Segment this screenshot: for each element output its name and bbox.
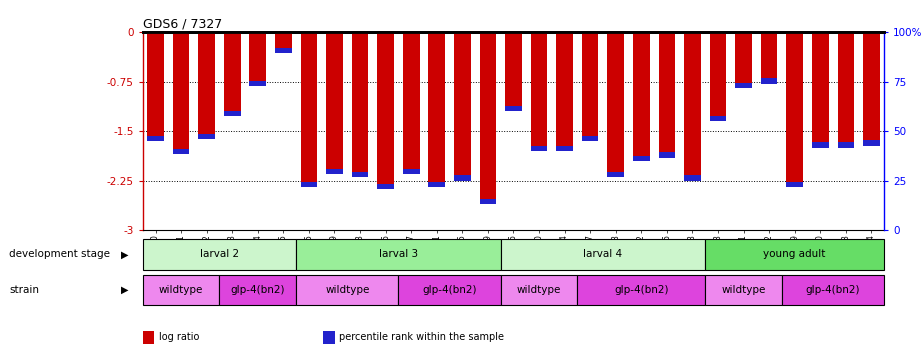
Bar [608, 172, 624, 177]
Bar [300, 182, 317, 187]
Text: young adult: young adult [764, 249, 826, 260]
Bar [147, 136, 164, 141]
Text: larval 3: larval 3 [379, 249, 418, 260]
Bar [863, 140, 880, 146]
Bar [608, 32, 624, 177]
Bar [198, 32, 215, 139]
Text: wildtype: wildtype [721, 285, 765, 295]
Bar [323, 331, 335, 344]
Bar [378, 32, 394, 189]
Bar [143, 331, 155, 344]
Text: glp-4(bn2): glp-4(bn2) [806, 285, 860, 295]
Bar [143, 275, 219, 305]
Bar [556, 146, 573, 151]
Bar [761, 79, 777, 84]
Bar [633, 156, 649, 161]
Bar [402, 32, 419, 174]
Bar [250, 81, 266, 86]
Bar [684, 32, 701, 181]
Bar [275, 48, 292, 53]
Bar [735, 83, 752, 88]
Bar [505, 106, 522, 111]
Bar [402, 169, 419, 174]
Bar [837, 32, 854, 148]
Bar [501, 239, 705, 270]
Bar [173, 32, 190, 154]
Text: development stage: development stage [9, 249, 111, 260]
Bar [173, 149, 190, 154]
Bar [297, 239, 501, 270]
Bar [812, 142, 829, 148]
Text: ▶: ▶ [121, 249, 128, 260]
Bar [659, 152, 675, 158]
Bar [556, 32, 573, 151]
Bar [710, 116, 727, 121]
Bar [530, 146, 547, 151]
Bar [582, 136, 599, 141]
Text: ▶: ▶ [121, 285, 128, 295]
Bar [275, 32, 292, 53]
Bar [326, 169, 343, 174]
Bar [454, 32, 471, 181]
Bar [633, 32, 649, 161]
Text: glp-4(bn2): glp-4(bn2) [230, 285, 286, 295]
Bar [219, 275, 297, 305]
Bar [454, 175, 471, 181]
Bar [326, 32, 343, 174]
Bar [705, 239, 884, 270]
Bar [480, 198, 496, 204]
Bar [761, 32, 777, 84]
Bar [224, 111, 240, 116]
Bar [428, 182, 445, 187]
Bar [147, 32, 164, 141]
Bar [501, 275, 577, 305]
Bar [705, 275, 782, 305]
Text: larval 2: larval 2 [200, 249, 239, 260]
Text: strain: strain [9, 285, 40, 295]
Bar [735, 32, 752, 88]
Bar [837, 142, 854, 148]
Bar [684, 175, 701, 181]
Text: larval 4: larval 4 [583, 249, 623, 260]
Bar [710, 32, 727, 121]
Bar [297, 275, 399, 305]
Text: wildtype: wildtype [159, 285, 204, 295]
Bar [782, 275, 884, 305]
Bar [198, 134, 215, 139]
Bar [143, 239, 297, 270]
Text: percentile rank within the sample: percentile rank within the sample [340, 332, 505, 342]
Text: wildtype: wildtype [517, 285, 561, 295]
Text: glp-4(bn2): glp-4(bn2) [614, 285, 669, 295]
Bar [505, 32, 522, 111]
Bar [300, 32, 317, 187]
Bar [399, 275, 501, 305]
Text: GDS6 / 7327: GDS6 / 7327 [143, 18, 222, 31]
Bar [582, 32, 599, 141]
Bar [787, 32, 803, 187]
Bar [428, 32, 445, 187]
Bar [812, 32, 829, 148]
Bar [530, 32, 547, 151]
Text: log ratio: log ratio [159, 332, 199, 342]
Text: glp-4(bn2): glp-4(bn2) [423, 285, 477, 295]
Bar [378, 184, 394, 189]
Bar [863, 32, 880, 146]
Text: wildtype: wildtype [325, 285, 369, 295]
Bar [577, 275, 705, 305]
Bar [787, 182, 803, 187]
Bar [659, 32, 675, 158]
Bar [352, 32, 368, 177]
Bar [250, 32, 266, 86]
Bar [480, 32, 496, 204]
Bar [352, 172, 368, 177]
Bar [224, 32, 240, 116]
